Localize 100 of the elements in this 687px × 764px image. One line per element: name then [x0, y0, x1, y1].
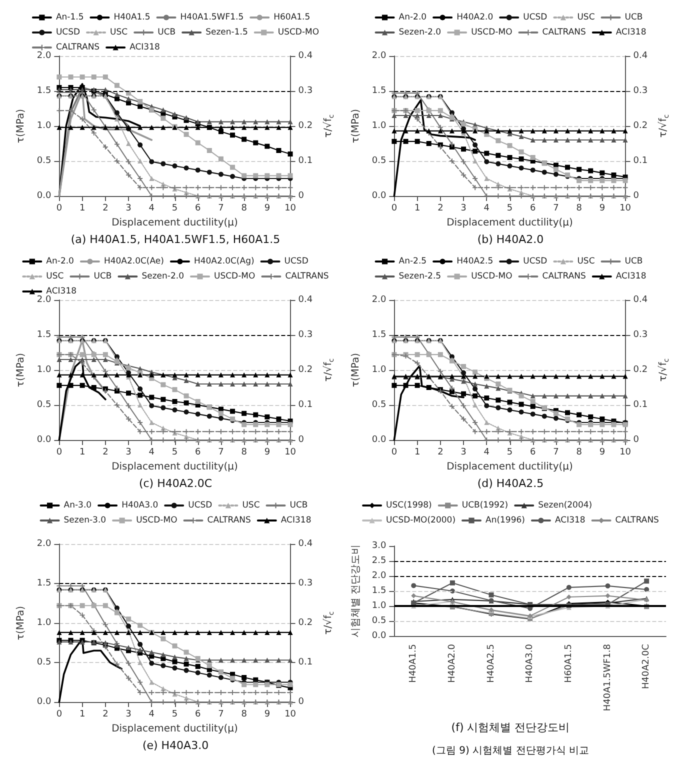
y-tick-label: 2.0	[372, 51, 386, 61]
y-tick-label: 1.0	[36, 365, 52, 375]
x-tick-label: 3	[126, 710, 132, 720]
y2-tick-label: 0	[298, 697, 304, 707]
legend-label: CALTRANS	[207, 516, 251, 526]
legend-label: H40A1.5	[114, 12, 150, 22]
y-tick-label: 1.5	[36, 86, 52, 96]
x-tick-label: 2	[102, 204, 108, 214]
y2-tick-label: 0.2	[298, 365, 313, 375]
text: (그림 9) 시험체별 전단평가식 비교	[432, 746, 589, 756]
x-tick-label: 0	[391, 448, 398, 458]
legend-label: UCSD	[188, 500, 213, 510]
x-tick-label: 1	[414, 448, 420, 458]
y-tick-label: 1.5	[36, 578, 52, 588]
x-tick-label: 7	[218, 448, 224, 458]
y-tick-label: 0.5	[372, 616, 386, 626]
legend-label: An-2.5	[398, 256, 427, 266]
legend-label: USC	[46, 272, 64, 282]
x-tick-label: 8	[576, 448, 582, 458]
legend-label: H60A1.5	[274, 12, 310, 22]
x-axis-title: Displacement ductility(μ)	[112, 723, 238, 734]
legend-label: An-2.0	[398, 12, 427, 22]
x-tick-label: 9	[264, 710, 270, 720]
y2-tick-label: 0.4	[298, 51, 313, 61]
x-tick-label: 3	[126, 448, 132, 458]
y-tick-label: 1.0	[36, 618, 52, 628]
legend-label: Sezen(2004)	[538, 500, 592, 510]
text: (d) H40A2.5	[477, 477, 544, 490]
x-tick-label: 8	[576, 204, 582, 214]
x-tick-label: 1	[79, 448, 86, 458]
legend-label: An-1.5	[56, 12, 84, 22]
x-tick-label: 9	[264, 448, 270, 458]
y-tick-label: 1.0	[372, 365, 386, 375]
y2-tick-label: 0.4	[633, 295, 648, 305]
y-tick-label: 0.0	[372, 191, 386, 201]
x-tick-label: 7	[218, 710, 224, 720]
y2-tick-label: 0.2	[633, 365, 648, 375]
y2-tick-label: 0.4	[633, 51, 648, 61]
legend-label: H40A2.0	[456, 12, 494, 22]
x-tick-label: 1	[414, 204, 420, 214]
text: (f) 시험체별 전단강도비	[451, 721, 570, 734]
legend-label: ACI318	[616, 28, 646, 38]
y2-tick-label: 0.3	[633, 86, 648, 96]
legend-label: UCB	[94, 272, 112, 282]
y-tick-label: 2.0	[372, 295, 386, 305]
x-tick-label: 8	[241, 204, 248, 214]
x-tick-label: 6	[530, 448, 536, 458]
legend-label: USC	[577, 256, 595, 266]
x-tick-label: H40A1.5	[408, 644, 419, 683]
y2-tick-label: 0.2	[298, 121, 313, 131]
x-axis-title: Displacement ductility(μ)	[446, 461, 574, 472]
y-tick-label: 0.5	[36, 400, 52, 410]
x-tick-label: 5	[506, 204, 513, 214]
legend-label: USCD-MO	[136, 516, 178, 526]
legend-label: CALTRANS	[615, 516, 659, 526]
y-tick-label: 1.5	[372, 86, 386, 96]
legend-label: Sezen-3.0	[64, 516, 106, 526]
x-tick-label: 0	[56, 448, 62, 458]
x-tick-label: 0	[56, 204, 62, 214]
y-tick-label: 3.0	[372, 541, 386, 551]
legend-label: USCD-MO	[278, 28, 320, 38]
legend-label: H40A3.0	[122, 500, 158, 510]
y-tick-label: 1.0	[372, 121, 386, 131]
legend-label: UCSD	[284, 256, 309, 266]
y-axis-title: τ(MPa)	[350, 108, 362, 144]
legend-label: ACI318	[554, 516, 586, 526]
x-tick-label: 0	[56, 710, 62, 720]
x-tick-label: 6	[530, 204, 536, 214]
y-tick-label: 0.0	[36, 191, 52, 201]
x-tick-label: 5	[172, 204, 178, 214]
legend-label: ACI318	[46, 286, 77, 296]
y-tick-label: 0.0	[36, 435, 52, 445]
text: (c) H40A2.0C	[138, 477, 212, 490]
y2-tick-label: 0.2	[298, 618, 313, 628]
legend-label: An(1996)	[486, 516, 525, 526]
legend-label: Sezen-2.0	[398, 28, 442, 38]
legend-label: H40A1.5WF1.5	[180, 12, 244, 22]
y-tick-label: 0.5	[372, 156, 386, 166]
x-tick-label: 0	[391, 204, 398, 214]
y2-tick-label: 0	[633, 191, 640, 201]
x-tick-label: 10	[284, 448, 296, 458]
x-tick-label: 3	[460, 448, 466, 458]
x-tick-label: 1	[79, 204, 86, 214]
legend-label: Sezen-2.5	[398, 272, 442, 282]
y2-tick-label: 0.3	[298, 578, 313, 588]
y-axis-title: 시험체별 전단강도비	[350, 544, 362, 638]
legend-label: Sezen-2.0	[142, 272, 184, 282]
y2-tick-label: 0	[298, 191, 304, 201]
y-tick-label: 2.0	[36, 295, 52, 305]
x-tick-label: 2	[438, 448, 444, 458]
legend-label: ACI318	[280, 516, 312, 526]
x-tick-label: 6	[194, 448, 201, 458]
y-tick-label: 0.0	[36, 697, 52, 707]
legend-label: H40A2.5	[456, 256, 494, 266]
legend-label: UCSD	[56, 28, 80, 38]
legend-label: USCD-MO	[471, 272, 513, 282]
y-tick-label: 1.5	[372, 586, 386, 596]
y2-tick-label: 0.1	[633, 400, 648, 410]
text: (b) H40A2.0	[477, 233, 544, 246]
y2-tick-label: 0.2	[633, 121, 648, 131]
